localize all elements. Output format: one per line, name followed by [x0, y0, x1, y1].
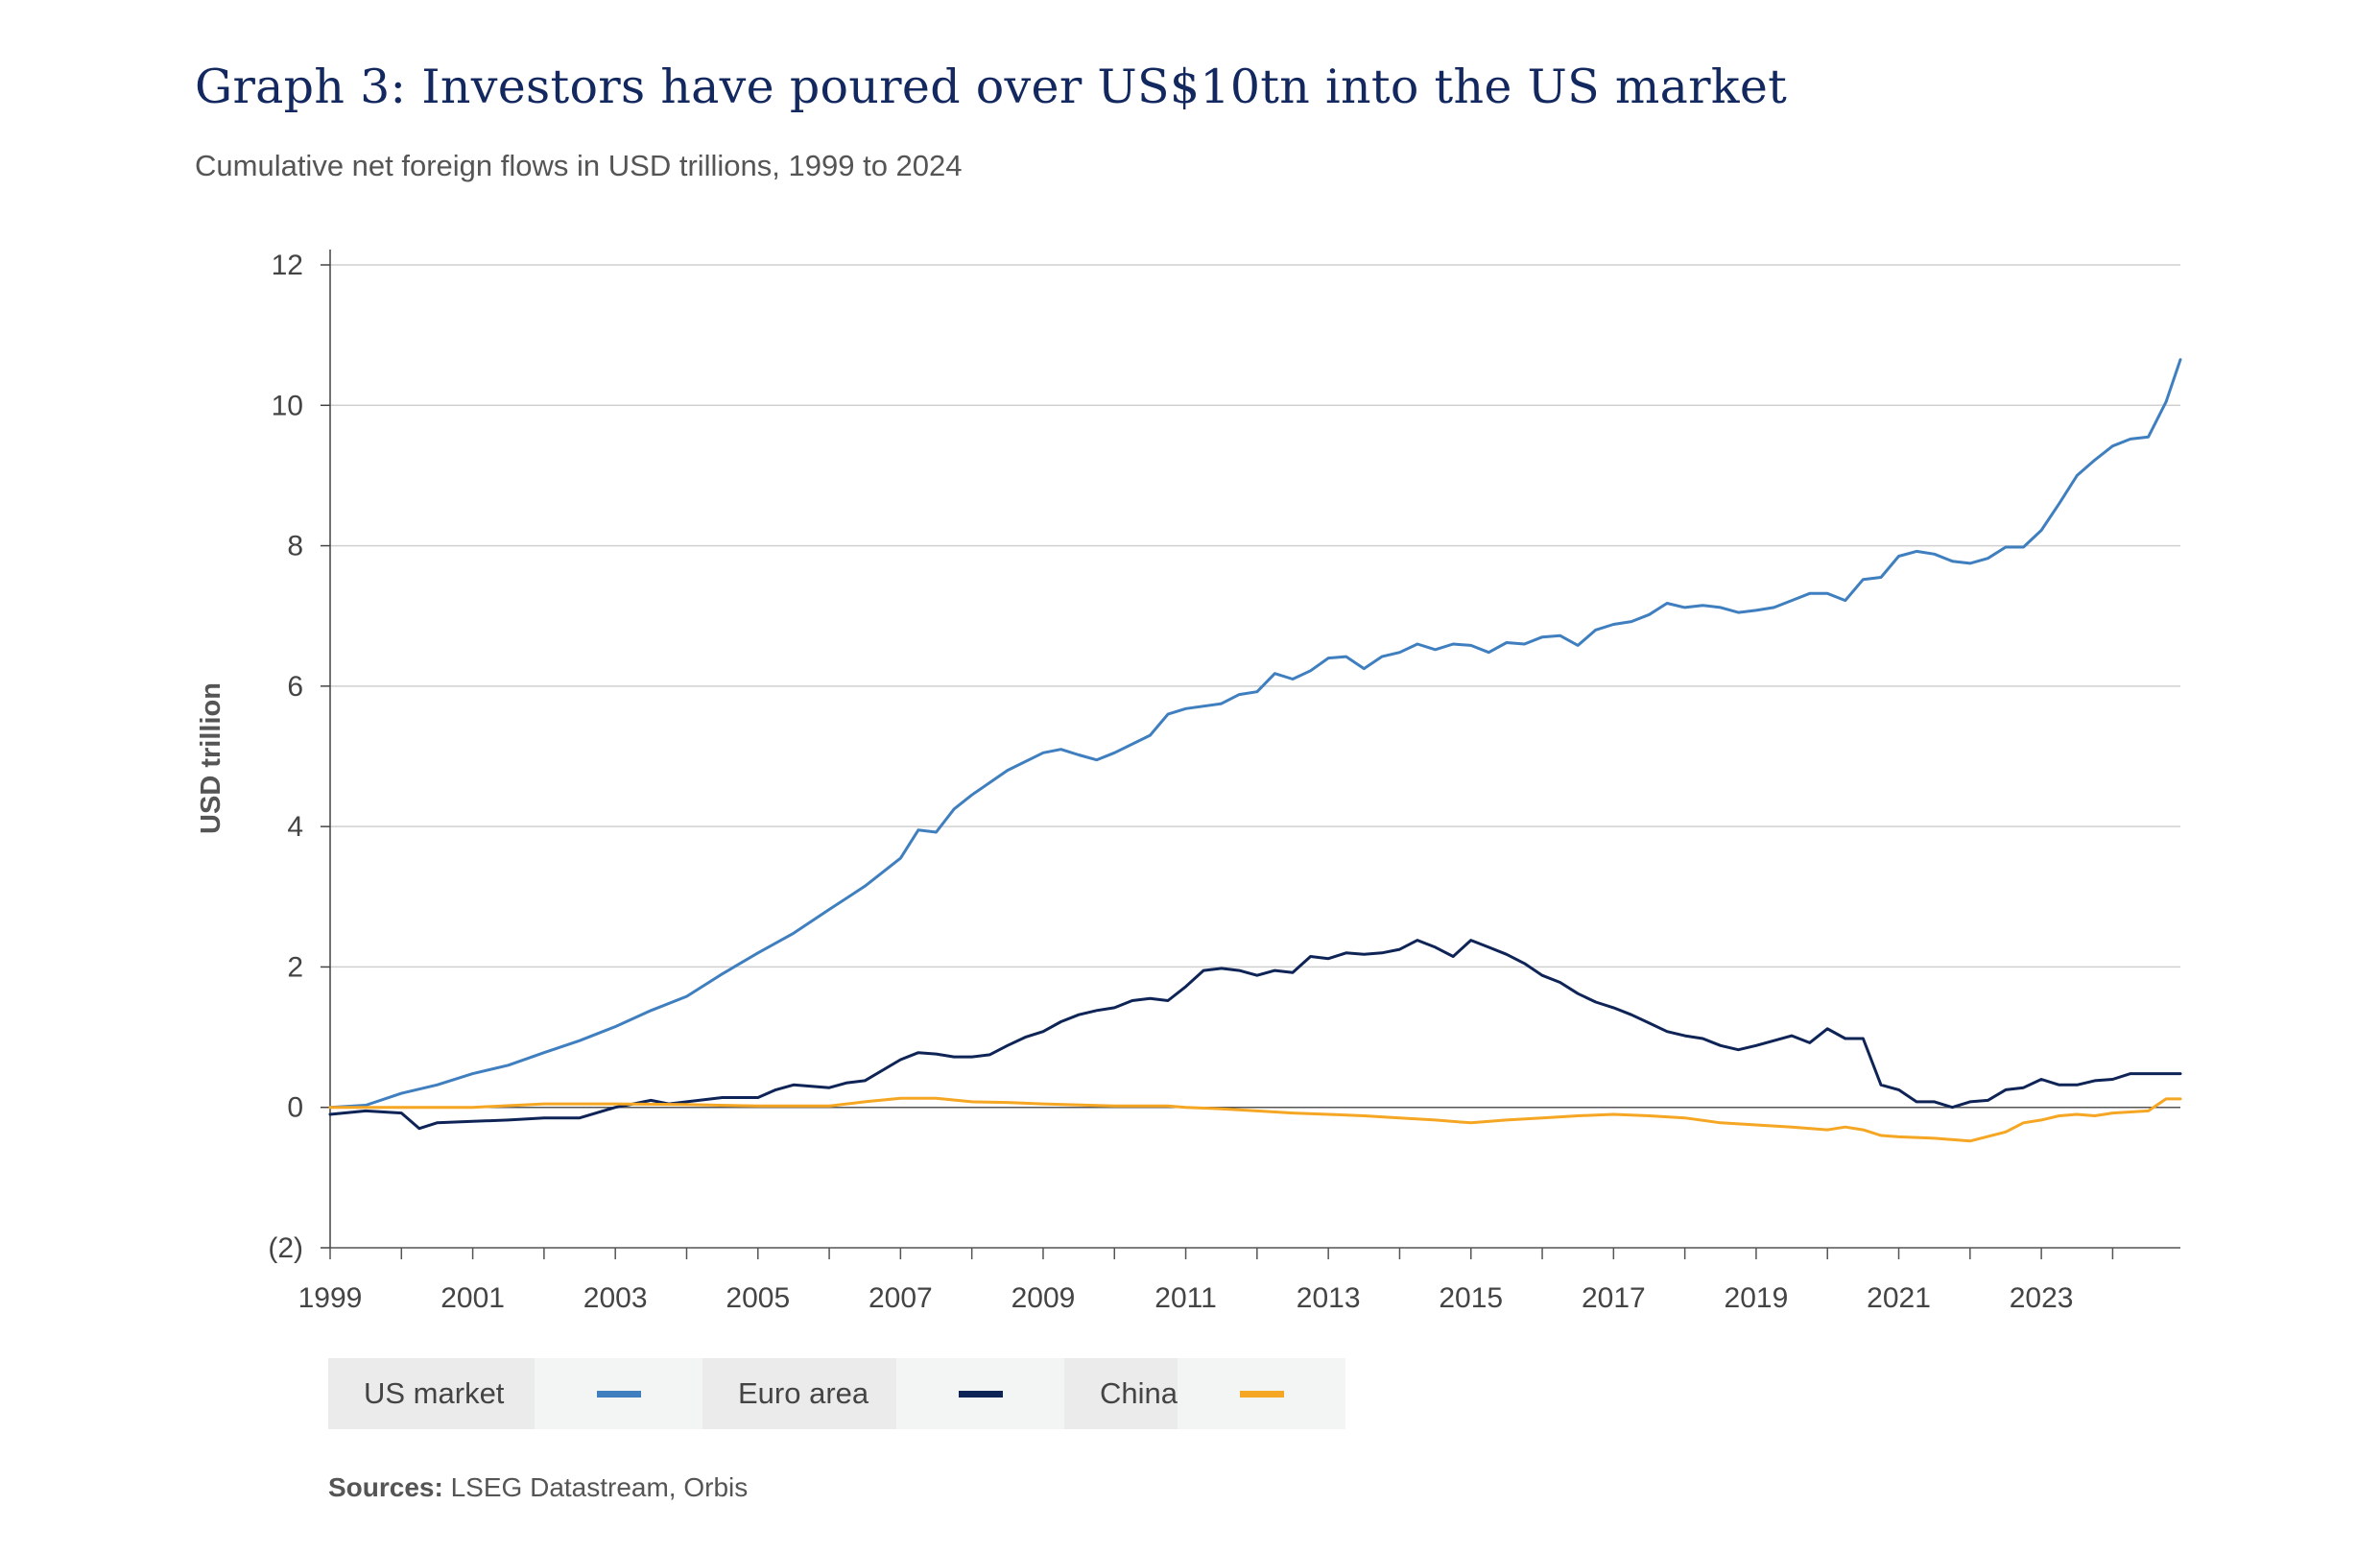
x-tick-label: 2017 — [1582, 1282, 1646, 1314]
x-tick-label: 2001 — [440, 1282, 505, 1314]
y-axis-label: USD trillion — [196, 682, 226, 834]
series-line-us-market — [328, 358, 2182, 1110]
sources-label: Sources: — [328, 1472, 443, 1502]
legend-swatch-euro-area — [896, 1358, 1064, 1429]
legend: US market Euro area China — [328, 1358, 1345, 1429]
y-tick-label: 8 — [287, 531, 303, 562]
legend-line-us-market — [596, 1390, 641, 1398]
chart-subtitle: Cumulative net foreign flows in USD tril… — [195, 149, 963, 182]
x-tick-label: 2007 — [869, 1282, 933, 1314]
y-tick-label: 2 — [287, 951, 303, 983]
legend-line-euro-area — [958, 1390, 1003, 1398]
x-tick-label: 2003 — [583, 1282, 648, 1314]
x-tick-label: 2011 — [1154, 1282, 1217, 1314]
y-tick-labels: (2) 0 2 4 6 8 10 12 — [268, 250, 303, 1264]
y-tick-label: (2) — [268, 1232, 303, 1264]
legend-label-euro-area: Euro area — [702, 1358, 896, 1429]
x-tick-label: 2019 — [1725, 1282, 1789, 1314]
x-tick-label: 2009 — [1012, 1282, 1076, 1314]
legend-label-china: China — [1064, 1358, 1178, 1429]
sources-note: Sources: LSEG Datastream, Orbis — [328, 1472, 748, 1503]
x-tick-label: 1999 — [298, 1282, 363, 1314]
sources-text: LSEG Datastream, Orbis — [450, 1472, 749, 1502]
legend-swatch-us-market — [535, 1358, 702, 1429]
y-tick-label: 10 — [272, 390, 303, 421]
y-tick-label: 0 — [287, 1092, 303, 1124]
x-tick-labels: 1999 2001 2003 2005 2007 2009 2011 2013 2015 2017… — [298, 1282, 2074, 1314]
gridlines — [330, 264, 2180, 968]
y-tick-label: 4 — [287, 811, 303, 843]
chart-title: Graph 3: Investors have poured over US$1… — [195, 60, 1788, 114]
legend-line-china — [1239, 1390, 1284, 1398]
y-tick-label: 6 — [287, 671, 303, 703]
y-tick-label: 12 — [272, 250, 303, 281]
legend-label-us-market: US market — [328, 1358, 535, 1429]
x-tick-label: 2021 — [1867, 1282, 1931, 1314]
x-tick-label: 2023 — [2010, 1282, 2074, 1314]
series-line-euro-area — [328, 939, 2182, 1131]
x-tick-label: 2015 — [1439, 1282, 1503, 1314]
x-tick-label: 2013 — [1297, 1282, 1361, 1314]
axes — [321, 250, 2180, 1259]
series-line-china — [328, 1096, 2182, 1143]
x-tick-label: 2005 — [726, 1282, 790, 1314]
legend-swatch-china — [1178, 1358, 1345, 1429]
series-lines — [328, 358, 2182, 1143]
